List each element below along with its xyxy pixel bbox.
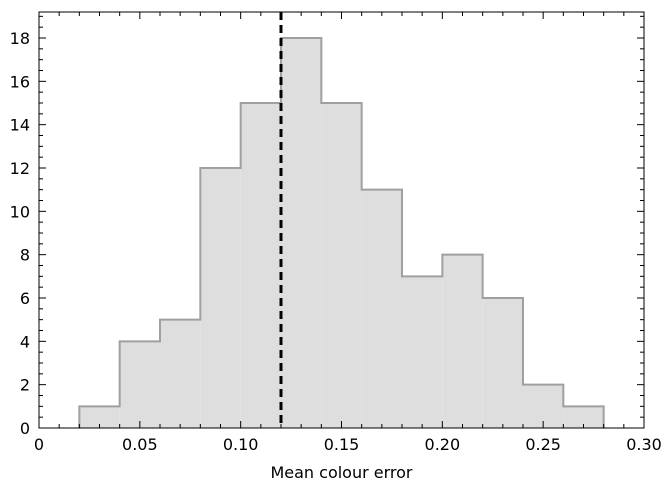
histogram-bar: [402, 276, 443, 428]
y-tick-label: 18: [10, 29, 30, 48]
y-tick-label: 6: [20, 289, 30, 308]
x-tick-label: 0.30: [626, 435, 662, 454]
histogram-bar: [160, 319, 201, 428]
histogram-bar: [482, 298, 523, 428]
y-tick-labels: 0 2 4 6 8 10 12 14 16 18: [10, 29, 30, 438]
axis-ticks: [38, 12, 645, 429]
histogram-bar: [119, 341, 160, 428]
x-tick-label: 0.15: [324, 435, 360, 454]
histogram-bar: [361, 189, 402, 428]
y-tick-label: 4: [20, 332, 30, 351]
histogram-bar: [523, 384, 564, 428]
y-tick-label: 10: [10, 202, 30, 221]
histogram-bar: [442, 254, 483, 428]
x-tick-label: 0.20: [425, 435, 461, 454]
histogram-bar: [281, 38, 322, 428]
y-tick-label: 12: [10, 159, 30, 178]
histogram-bar: [321, 103, 362, 428]
x-tick-label: 0.10: [223, 435, 259, 454]
y-tick-label: 0: [20, 419, 30, 438]
x-tick-label: 0.25: [525, 435, 561, 454]
y-tick-label: 14: [10, 116, 30, 135]
x-tick-label: 0.05: [122, 435, 158, 454]
histogram-outline: [78, 37, 605, 428]
histogram-bar: [79, 406, 120, 428]
histogram-bar: [200, 168, 241, 428]
x-axis-title: Mean colour error: [270, 463, 412, 482]
histogram-bar: [240, 103, 281, 428]
y-tick-label: 8: [20, 246, 30, 265]
x-tick-label: 0: [34, 435, 44, 454]
y-tick-label: 16: [10, 72, 30, 91]
histogram-bar: [563, 406, 604, 428]
y-tick-label: 2: [20, 376, 30, 395]
x-tick-labels: 0 0.05 0.10 0.15 0.20 0.25 0.30: [34, 435, 662, 454]
histogram-bars: [78, 37, 605, 428]
